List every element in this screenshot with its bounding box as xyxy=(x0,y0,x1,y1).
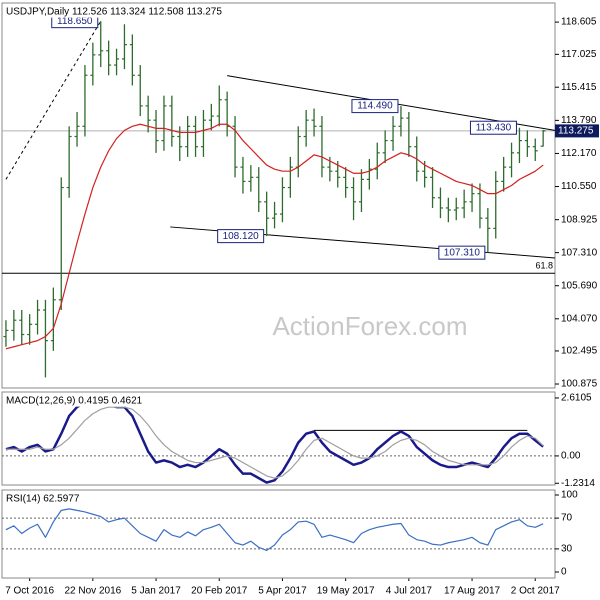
y-tick-label: 104.070 xyxy=(561,313,598,324)
panel-title-bg xyxy=(5,395,144,407)
panel-frame xyxy=(1,2,556,389)
panel-title: RSI(14) 62.5977 xyxy=(6,494,80,505)
annotation-label: 113.430 xyxy=(476,122,512,133)
y-tick-label: 108.925 xyxy=(561,214,598,225)
series-line xyxy=(5,508,544,552)
y-tick-label: -1.2314 xyxy=(561,478,595,489)
y-tick-label: 115.415 xyxy=(561,82,597,93)
annotation-box xyxy=(217,229,265,244)
x-tick-label: 5 Apr 2017 xyxy=(258,586,307,597)
y-tick-label: 112.170 xyxy=(561,148,597,159)
y-tick-label: 0 xyxy=(561,567,567,578)
panel-title-bg xyxy=(5,493,81,505)
watermark: ActionForex.com xyxy=(272,311,467,341)
y-tick-label: 30 xyxy=(561,544,573,555)
series-line xyxy=(5,406,544,479)
y-tick-label: 113.790 xyxy=(561,115,597,126)
annotation-label: 114.490 xyxy=(357,101,393,112)
x-tick-label: 17 Aug 2017 xyxy=(444,586,501,597)
x-tick-label: 7 Oct 2016 xyxy=(5,586,54,597)
y-tick-label: 100.875 xyxy=(561,379,598,390)
annotation-label: 107.310 xyxy=(444,247,481,258)
x-tick-label: 2 Oct 2017 xyxy=(511,586,560,597)
level-label: 61.8 xyxy=(535,261,553,271)
x-tick-label: 20 Feb 2017 xyxy=(191,586,248,597)
x-tick-label: 22 Nov 2016 xyxy=(64,586,121,597)
panel-frame xyxy=(1,489,556,579)
y-tick-label: 110.550 xyxy=(561,181,597,192)
annotation-label: 118.650 xyxy=(57,16,93,27)
annotation-label: 108.120 xyxy=(223,231,260,242)
y-tick-label: 105.690 xyxy=(561,280,598,291)
panel-title: USDJPY,Daily 112.526 113.324 112.508 113… xyxy=(6,7,222,18)
panel-frame xyxy=(1,391,556,486)
x-tick-label: 4 Jul 2017 xyxy=(386,586,433,597)
y-tick-label: 118.605 xyxy=(561,17,597,28)
x-tick-label: 5 Jan 2017 xyxy=(131,586,181,597)
annotation-box xyxy=(438,245,486,260)
y-tick-label: 117.025 xyxy=(561,49,597,60)
series-line xyxy=(5,123,544,350)
annotation-box xyxy=(351,99,399,114)
y-tick-label: 0.00 xyxy=(561,451,581,462)
y-tick-label: 102.495 xyxy=(561,346,598,357)
last-price-label: 113.275 xyxy=(558,126,594,137)
y-tick-label: 2.6105 xyxy=(561,393,592,404)
last-price-box xyxy=(555,124,599,138)
y-tick-label: 100 xyxy=(561,490,578,501)
y-tick-label: 107.310 xyxy=(561,247,598,258)
x-tick-label: 19 May 2017 xyxy=(317,586,375,597)
panel-title-bg xyxy=(5,6,224,18)
panel-title: MACD(12,26,9) 0.4195 0.4621 xyxy=(6,396,143,407)
trendline xyxy=(5,20,102,180)
y-tick-label: 70 xyxy=(561,513,573,524)
annotation-box xyxy=(469,120,517,135)
